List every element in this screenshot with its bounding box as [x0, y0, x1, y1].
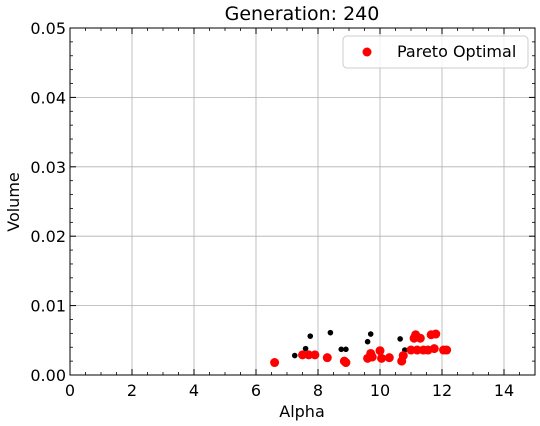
pareto-point: [377, 353, 387, 363]
legend-marker: [362, 47, 372, 57]
x-tick-label: 6: [251, 381, 261, 400]
axis-ticks: 0 2 4 6 8 10 12 14 0.00 0.01 0.02 0.03 0.04 0.05: [30, 19, 536, 400]
x-axis-label: Alpha: [279, 402, 325, 421]
population-point: [364, 338, 371, 345]
y-tick-label: 0.04: [30, 88, 66, 107]
pareto-point: [375, 346, 385, 356]
y-axis-label: Volume: [4, 172, 23, 232]
x-tick-label: 0: [65, 381, 75, 400]
pareto-point: [270, 358, 280, 368]
pareto-point: [431, 329, 441, 339]
pareto-point: [442, 345, 452, 355]
pareto-point: [412, 345, 422, 355]
population-point: [343, 346, 349, 353]
legend-box: [342, 35, 529, 69]
x-tick-label: 4: [189, 381, 199, 400]
population-point: [291, 352, 298, 359]
pareto-point: [384, 353, 394, 363]
y-tick-label: 0.00: [30, 366, 66, 385]
x-tick-label: 12: [432, 381, 452, 400]
legend: Pareto Optimal: [342, 35, 529, 69]
pareto-point: [322, 353, 332, 363]
pareto-point: [415, 333, 425, 343]
y-tick-label: 0.01: [30, 297, 66, 316]
pareto-point: [406, 345, 416, 355]
population-point: [397, 336, 403, 342]
pareto-point: [298, 350, 307, 360]
population-point: [302, 345, 309, 352]
grid-lines: [69, 27, 535, 376]
y-tick-label: 0.02: [30, 227, 66, 246]
plot-frame: [69, 27, 536, 376]
pareto-point: [398, 351, 408, 361]
y-tick-label: 0.05: [30, 19, 66, 38]
scatter-points: [270, 329, 452, 368]
pareto-point: [310, 350, 320, 360]
population-point: [367, 331, 374, 337]
population-point: [307, 333, 314, 339]
chart-title: Generation: 240: [225, 3, 380, 25]
pareto-point: [367, 352, 377, 362]
y-tick-label: 0.03: [30, 158, 66, 177]
population-point: [338, 346, 345, 353]
x-tick-label: 2: [127, 381, 137, 400]
pareto-point: [304, 350, 314, 360]
population-point: [327, 329, 334, 336]
pareto-point: [429, 344, 439, 354]
legend-label: Pareto Optimal: [397, 42, 516, 61]
pareto-point: [341, 358, 351, 368]
x-tick-label: 14: [494, 381, 514, 400]
x-tick-label: 10: [370, 381, 390, 400]
x-tick-label: 8: [313, 381, 323, 400]
